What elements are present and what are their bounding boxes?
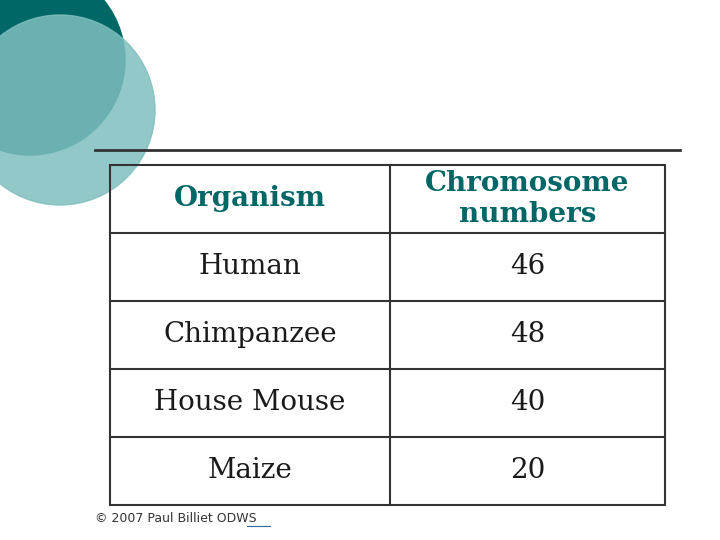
Text: © 2007 Paul Billiet ODWS: © 2007 Paul Billiet ODWS [95, 512, 256, 525]
Text: Maize: Maize [207, 457, 292, 484]
Text: Organism: Organism [174, 186, 326, 213]
Text: 40: 40 [510, 389, 545, 416]
Text: Human: Human [199, 253, 302, 280]
Circle shape [0, 0, 125, 155]
Text: 20: 20 [510, 457, 545, 484]
Text: 48: 48 [510, 321, 545, 348]
Circle shape [0, 15, 155, 205]
Text: House Mouse: House Mouse [154, 389, 346, 416]
Text: Chromosome
numbers: Chromosome numbers [426, 170, 630, 228]
Text: 46: 46 [510, 253, 545, 280]
Text: Chimpanzee: Chimpanzee [163, 321, 337, 348]
Bar [110, 165, 665, 505]
